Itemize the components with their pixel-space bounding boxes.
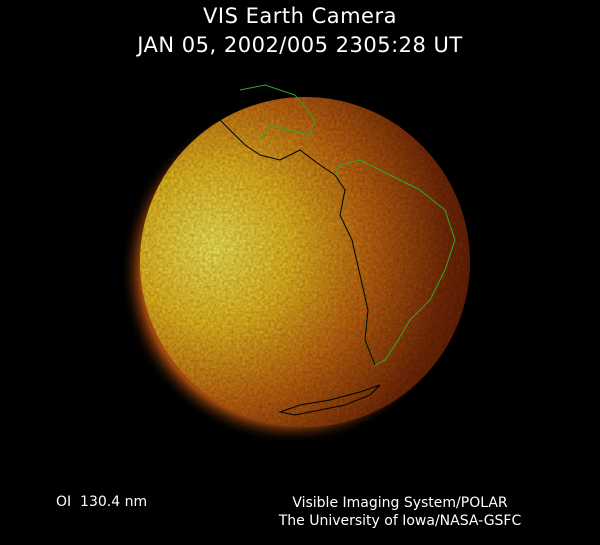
coastline-central-america: [214, 114, 336, 176]
filter-wavelength: OI 130.4 nm: [56, 494, 148, 510]
coastline-north-america: [239, 84, 316, 141]
credit: Visible Imaging System/POLAR The Univers…: [250, 494, 550, 530]
credit-line-2: The University of Iowa/NASA-GSFC: [278, 513, 522, 529]
coastline-antarctica: [278, 384, 381, 416]
page-title: VIS Earth Camera: [203, 4, 397, 28]
timestamp: JAN 05, 2002/005 2305:28 UT: [137, 33, 463, 57]
coastline-south-america-west: [334, 174, 376, 366]
credit-line-1: Visible Imaging System/POLAR: [292, 495, 508, 511]
noise-texture: [140, 97, 470, 427]
